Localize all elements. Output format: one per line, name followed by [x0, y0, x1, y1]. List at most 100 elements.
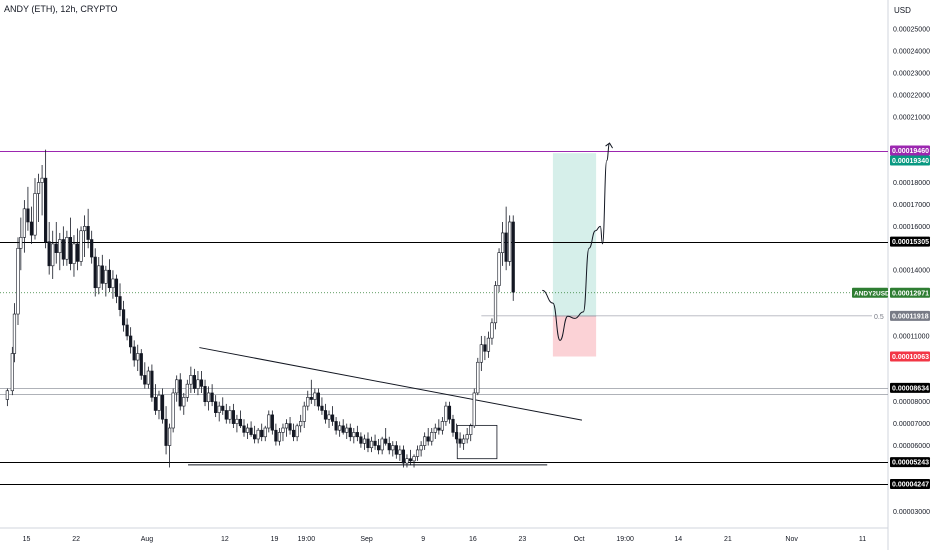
candle-body — [472, 392, 476, 427]
price-tick-label: 0.00025000 — [893, 27, 930, 34]
candle-body — [217, 405, 221, 413]
candle-body — [22, 208, 26, 238]
candle-body — [377, 445, 381, 451]
price-label-text: 0.00019340 — [892, 158, 929, 165]
candle-body — [12, 313, 17, 354]
candle-body — [440, 421, 444, 431]
candle-body — [111, 278, 115, 289]
candle-body — [224, 410, 228, 420]
candle-body — [118, 296, 122, 310]
candle-body — [334, 421, 338, 431]
candle-body — [90, 239, 94, 258]
candle-body — [146, 370, 150, 385]
price-label-text: 0.00008634 — [892, 385, 929, 392]
time-tick-label: 23 — [519, 536, 527, 543]
time-tick-label: 19:00 — [298, 536, 316, 543]
candle-body — [19, 237, 23, 249]
candle-body — [97, 265, 101, 289]
candle-body — [107, 269, 111, 289]
candle-body — [345, 427, 349, 433]
candle-body — [291, 429, 296, 438]
time-tick-label: 11 — [859, 536, 866, 543]
candle-body — [68, 237, 73, 264]
candle-body — [104, 269, 108, 284]
candle-body — [79, 230, 83, 262]
candle-body — [430, 432, 434, 442]
candle-body — [380, 438, 384, 451]
candle-body — [274, 429, 278, 442]
candle-body — [288, 423, 292, 431]
candle-body — [114, 278, 119, 297]
stop-zone[interactable] — [552, 315, 597, 357]
price-label-badge — [890, 351, 930, 362]
candle-body — [462, 438, 466, 444]
candle-body — [175, 379, 179, 394]
candle-body — [82, 226, 87, 232]
candle-body — [313, 392, 317, 400]
price-tick-label: 0.00022000 — [893, 92, 930, 99]
candle-body — [476, 361, 480, 394]
candle-body — [412, 456, 416, 462]
candle-body — [192, 375, 197, 389]
candle-body — [26, 208, 30, 223]
candle-body — [362, 438, 367, 444]
candle-body — [359, 436, 363, 444]
candle-body — [419, 445, 423, 451]
candle-body — [61, 239, 65, 260]
candle-body — [277, 432, 282, 442]
candle-body — [44, 177, 48, 243]
symbol-tag-badge — [852, 287, 888, 298]
currency-label[interactable]: USD — [894, 6, 911, 15]
price-label-badge — [890, 145, 930, 156]
candle-body — [203, 386, 207, 403]
candle-body — [366, 438, 370, 449]
price-label-text: 0.00011918 — [892, 313, 929, 320]
price-label-text: 0.00004247 — [892, 481, 929, 488]
candle-body — [469, 425, 473, 435]
candle-body — [51, 243, 55, 267]
candle-body — [320, 405, 324, 411]
candle-body — [72, 243, 76, 264]
candle-body — [500, 232, 505, 253]
time-tick-label: 22 — [72, 536, 80, 543]
time-tick-label: 12 — [221, 536, 229, 543]
target-zone[interactable] — [552, 153, 597, 316]
candle-body — [508, 221, 512, 262]
candle-body — [86, 226, 90, 240]
time-tick-label: 15 — [23, 536, 31, 543]
time-tick-label: Sep — [360, 536, 373, 543]
candle-body — [206, 392, 211, 403]
candle-body — [408, 458, 413, 462]
price-label-text: 0.00005243 — [892, 460, 929, 467]
price-tick-label: 0.00007000 — [893, 421, 930, 428]
candle-body — [348, 427, 352, 438]
candle-body — [253, 434, 257, 440]
time-tick-label: 21 — [724, 536, 732, 543]
candle-body — [36, 182, 41, 194]
candle-body — [401, 449, 406, 464]
trendline[interactable] — [199, 347, 583, 421]
consolidation-box[interactable] — [456, 424, 498, 460]
candle-body — [33, 193, 37, 236]
candle-body — [447, 405, 452, 420]
price-label-text: 0.00012971 — [892, 290, 929, 297]
candle-body — [40, 177, 44, 183]
candle-body — [214, 401, 218, 413]
price-label-badge — [890, 287, 930, 298]
projected-path[interactable] — [542, 142, 611, 341]
candle-body — [263, 427, 267, 438]
candle-body — [306, 397, 310, 407]
time-tick-label: Aug — [141, 536, 154, 543]
candle-body — [235, 418, 239, 424]
time-tick-label: 14 — [674, 536, 682, 543]
price-tick-label: 0.00003000 — [893, 509, 930, 516]
candle-body — [238, 418, 243, 427]
time-tick-label: Oct — [574, 536, 585, 543]
price-axis-background — [888, 0, 932, 550]
candle-body — [415, 449, 420, 457]
price-tick-label: 0.00024000 — [893, 49, 930, 56]
candle-body — [160, 394, 165, 420]
candle-body — [249, 427, 253, 435]
